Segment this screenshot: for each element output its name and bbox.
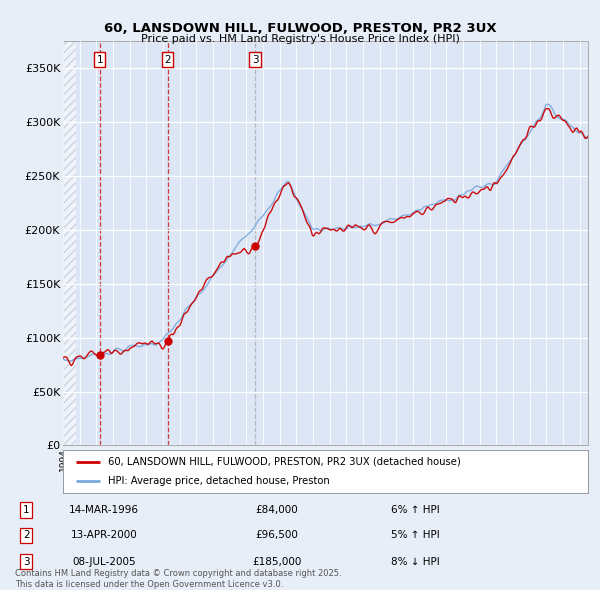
Text: £84,000: £84,000 xyxy=(256,505,298,515)
Text: £185,000: £185,000 xyxy=(252,557,302,567)
Text: HPI: Average price, detached house, Preston: HPI: Average price, detached house, Pres… xyxy=(107,476,329,486)
Text: 60, LANSDOWN HILL, FULWOOD, PRESTON, PR2 3UX: 60, LANSDOWN HILL, FULWOOD, PRESTON, PR2… xyxy=(104,22,496,35)
Text: 60, LANSDOWN HILL, FULWOOD, PRESTON, PR2 3UX (detached house): 60, LANSDOWN HILL, FULWOOD, PRESTON, PR2… xyxy=(107,457,460,467)
Text: 3: 3 xyxy=(251,55,259,65)
Text: 5% ↑ HPI: 5% ↑ HPI xyxy=(391,530,440,540)
Text: 2: 2 xyxy=(23,530,30,540)
Text: 3: 3 xyxy=(23,557,30,567)
Text: 08-JUL-2005: 08-JUL-2005 xyxy=(73,557,136,567)
Text: 6% ↑ HPI: 6% ↑ HPI xyxy=(391,505,440,515)
Text: 2: 2 xyxy=(164,55,171,65)
Text: 8% ↓ HPI: 8% ↓ HPI xyxy=(391,557,440,567)
Text: 1: 1 xyxy=(97,55,103,65)
Text: Contains HM Land Registry data © Crown copyright and database right 2025.
This d: Contains HM Land Registry data © Crown c… xyxy=(15,569,341,589)
Text: 14-MAR-1996: 14-MAR-1996 xyxy=(69,505,139,515)
Bar xyxy=(63,14,76,445)
Text: £96,500: £96,500 xyxy=(256,530,298,540)
Text: Price paid vs. HM Land Registry's House Price Index (HPI): Price paid vs. HM Land Registry's House … xyxy=(140,34,460,44)
Text: 13-APR-2000: 13-APR-2000 xyxy=(71,530,137,540)
Text: 1: 1 xyxy=(23,505,30,515)
